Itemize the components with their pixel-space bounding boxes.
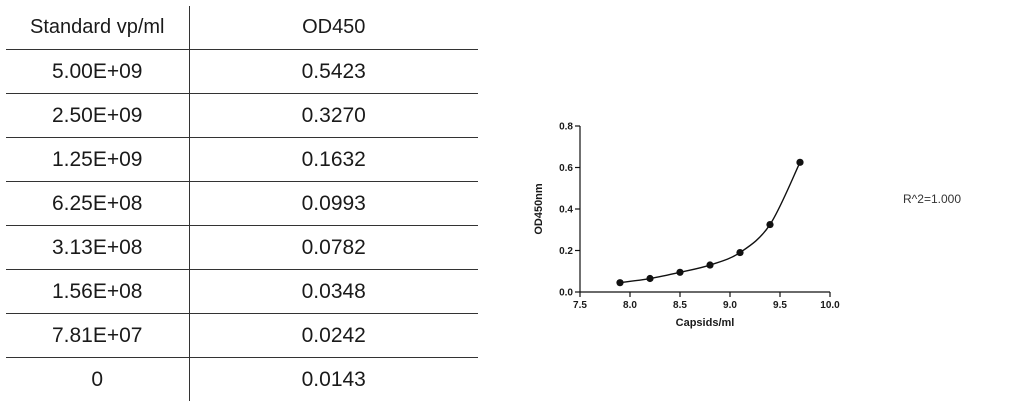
data-point [706,261,714,269]
data-point [766,220,774,229]
x-tick-label: 8.0 [623,300,637,311]
x-tick-label: 9.5 [773,300,787,311]
header-standard: Standard vp/ml [6,6,190,50]
table-row: 3.13E+08 0.0782 [6,225,478,270]
cell-standard: 0 [6,357,190,401]
y-tick-label: 0.6 [559,163,573,174]
chart-ticks: 7.5 8.0 8.5 9.0 9.5 10.0 0.0 0.2 0.4 0.6 0.8 [559,122,840,312]
cell-od450: 0.1632 [189,137,478,182]
data-point [676,268,684,276]
x-tick-label: 10.0 [820,300,840,311]
y-axis-title: OD450nm [533,183,545,235]
y-tick-label: 0.0 [559,288,573,299]
table-row: 6.25E+08 0.0993 [6,181,478,226]
y-tick-label: 0.4 [559,205,573,216]
cell-standard: 6.25E+08 [6,181,190,226]
table-row: 0 0.0143 [6,357,478,401]
y-tick-label: 0.8 [559,122,573,133]
cell-od450: 0.0348 [189,269,478,314]
standard-table: Standard vp/ml OD450 5.00E+09 0.5423 2.5… [6,6,478,401]
cell-od450: 0.3270 [189,93,478,138]
x-axis-title: Capsids/ml [676,317,735,329]
table-row: 1.56E+08 0.0348 [6,269,478,314]
header-od450: OD450 [189,6,478,50]
cell-od450: 0.0782 [189,225,478,270]
r-squared-annotation: R^2=1.000 [903,192,962,206]
standard-curve-chart: 7.5 8.0 8.5 9.0 9.5 10.0 0.0 0.2 0.4 0.6 0.8 Capsi… [533,122,840,330]
cell-standard: 2.50E+09 [6,93,190,138]
cell-standard: 1.56E+08 [6,269,190,314]
data-point [796,158,804,166]
cell-od450: 0.0993 [189,181,478,226]
data-points [616,158,804,287]
cell-standard: 5.00E+09 [6,49,190,94]
table-row: 1.25E+09 0.1632 [6,137,478,182]
table-header-row: Standard vp/ml OD450 [6,6,478,50]
x-tick-label: 8.5 [673,300,687,311]
y-tick-label: 0.2 [559,246,573,257]
data-point [646,274,654,283]
table-row: 7.81E+07 0.0242 [6,313,478,358]
table-row: 5.00E+09 0.5423 [6,49,478,94]
x-tick-label: 9.0 [723,300,737,311]
data-point [736,248,744,257]
cell-standard: 1.25E+09 [6,137,190,182]
x-tick-label: 7.5 [573,300,587,311]
cell-standard: 3.13E+08 [6,225,190,270]
data-point [616,279,624,287]
cell-od450: 0.0143 [301,367,366,391]
cell-od450: 0.0242 [189,313,478,358]
cell-od450: 0.5423 [189,49,478,94]
cell-standard: 7.81E+07 [6,313,190,358]
table-row: 2.50E+09 0.3270 [6,93,478,138]
